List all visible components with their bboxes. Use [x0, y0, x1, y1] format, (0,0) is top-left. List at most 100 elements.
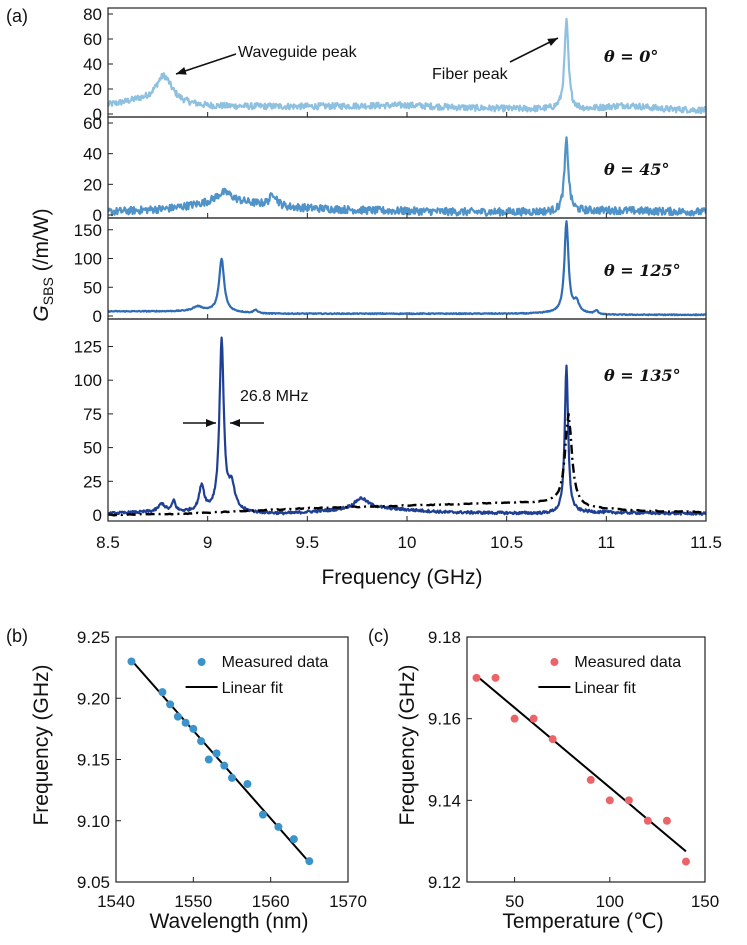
- series-theta-135: [108, 336, 706, 516]
- y-tick-label: 0: [93, 206, 102, 225]
- y-tick-label: 9.16: [428, 710, 461, 729]
- arrow-waveguide-peak: [175, 53, 237, 75]
- y-tick-label: 75: [83, 405, 102, 424]
- data-point: [305, 857, 314, 866]
- ylabel-sbs: SBS: [40, 277, 56, 305]
- y-tick-label: 9.25: [77, 628, 110, 647]
- y-tick-label: 9.14: [428, 791, 461, 810]
- y-tick-label: 0: [93, 307, 102, 326]
- legend-label-measured: Measured data: [574, 654, 681, 671]
- panel-c-xlabel: Temperature (℃): [502, 910, 663, 933]
- data-point: [228, 773, 236, 782]
- data-point: [548, 735, 557, 744]
- data-point: [220, 761, 229, 770]
- x-tick-label: 10.5: [490, 533, 523, 552]
- y-tick-label: 9.05: [77, 873, 110, 892]
- panel-b-ylabel: Frequency (GHz): [30, 664, 53, 825]
- data-point: [472, 673, 481, 682]
- legend-marker-measured: [197, 658, 206, 666]
- legend-marker-measured: [550, 658, 559, 666]
- panel-b-wavelength-scatter: 1540 1550 1560 1570 9.05 9.10 9.15 9.20 9.25 Meas…: [77, 628, 367, 911]
- x-tick-label: 9: [203, 533, 212, 552]
- y-tick-label: 9.20: [77, 689, 110, 708]
- subpanel-theta-135: 0 25 50 75 100 125 θ = 135°: [74, 318, 707, 525]
- y-tick-label: 125: [74, 337, 102, 356]
- data-point: [643, 816, 652, 825]
- data-point: [243, 780, 252, 788]
- panel-a-xlabel: Frequency (GHz): [321, 566, 482, 589]
- data-point: [173, 712, 182, 721]
- y-tick-label: 9.10: [77, 812, 110, 831]
- data-point: [586, 775, 595, 784]
- y-tick-label: 100: [74, 371, 102, 390]
- y-tick-label: 20: [83, 175, 102, 194]
- data-point: [181, 718, 190, 727]
- data-point: [605, 796, 614, 805]
- x-tick-label: 1560: [252, 892, 290, 911]
- annotation-waveguide-peak: Waveguide peak: [238, 44, 358, 61]
- series-theta-45: [108, 136, 706, 217]
- subpanel-theta-125: 0 50 100 150 θ = 125°: [74, 217, 707, 326]
- theta-label: θ = 135°: [604, 366, 681, 385]
- y-tick-label: 80: [83, 5, 102, 24]
- data-point: [491, 673, 500, 682]
- theta-label: θ = 45°: [604, 160, 669, 179]
- arrow-linewidth-right-head: [230, 419, 240, 427]
- x-tick-label: 11: [598, 533, 616, 552]
- subpanel-frame: [107, 318, 707, 522]
- subpanel-theta-45: 0 20 40 60 θ = 45°: [83, 114, 707, 225]
- data-point: [510, 714, 519, 723]
- x-tick-label: 1540: [97, 892, 135, 911]
- annotation-linewidth: 26.8 MHz: [240, 388, 308, 405]
- x-tick-label: 8.5: [96, 533, 120, 552]
- legend-label-fit: Linear fit: [222, 680, 284, 697]
- arrow-fiber-peak-head: [547, 38, 558, 47]
- x-tick-label: 1550: [174, 892, 212, 911]
- linear-fit-line: [475, 675, 687, 853]
- y-tick-label: 0: [93, 506, 102, 525]
- panel-c-temperature-scatter: 50 100 150 9.12 9.14 9.16 9.18 Measured data Lin…: [428, 628, 719, 911]
- x-tick-label: 50: [505, 892, 524, 911]
- annotations: Waveguide peak Fiber peak 26.8 MHz: [175, 37, 559, 427]
- data-point: [197, 737, 206, 746]
- series-theta-0: [108, 17, 706, 115]
- series-reference: [108, 412, 706, 517]
- annotation-fiber-peak: Fiber peak: [432, 66, 509, 83]
- x-tick-label: 9.5: [296, 533, 320, 552]
- arrow-waveguide-peak-head: [176, 67, 187, 75]
- data-point: [529, 714, 538, 723]
- ylabel-g: G: [30, 305, 53, 321]
- theta-label: θ = 0°: [604, 47, 658, 66]
- series-theta-125: [108, 220, 706, 317]
- legend-label-measured: Measured data: [222, 654, 329, 671]
- panel-b-xlabel: Wavelength (nm): [149, 910, 308, 933]
- data-point: [624, 796, 633, 805]
- x-tick-label: 100: [596, 892, 624, 911]
- data-point: [158, 688, 167, 697]
- subpanel-theta-0: 0 20 40 60 80 θ = 0°: [83, 5, 707, 124]
- y-tick-label: 40: [83, 55, 102, 74]
- y-tick-label: 25: [83, 472, 102, 491]
- data-point: [166, 700, 175, 709]
- data-point: [127, 657, 136, 666]
- y-tick-label: 60: [83, 114, 102, 133]
- panel-a-ylabel: GSBS (/m/W): [30, 208, 56, 321]
- y-tick-label: 100: [74, 250, 102, 269]
- plot-frame: [466, 636, 706, 883]
- y-tick-label: 50: [83, 439, 102, 458]
- data-point: [662, 816, 671, 825]
- data-point: [189, 724, 198, 733]
- x-tick-label: 10: [398, 533, 417, 552]
- data-point: [204, 755, 213, 764]
- data-point: [289, 835, 298, 844]
- y-tick-label: 20: [83, 80, 102, 99]
- legend-label-fit: Linear fit: [574, 680, 636, 697]
- y-tick-label: 50: [83, 278, 102, 297]
- x-tick-label: 11.5: [690, 533, 722, 552]
- y-tick-label: 60: [83, 30, 102, 49]
- y-tick-label: 150: [74, 221, 102, 240]
- ylabel-units: (/m/W): [30, 208, 53, 277]
- panel-label-c: (c): [368, 626, 389, 646]
